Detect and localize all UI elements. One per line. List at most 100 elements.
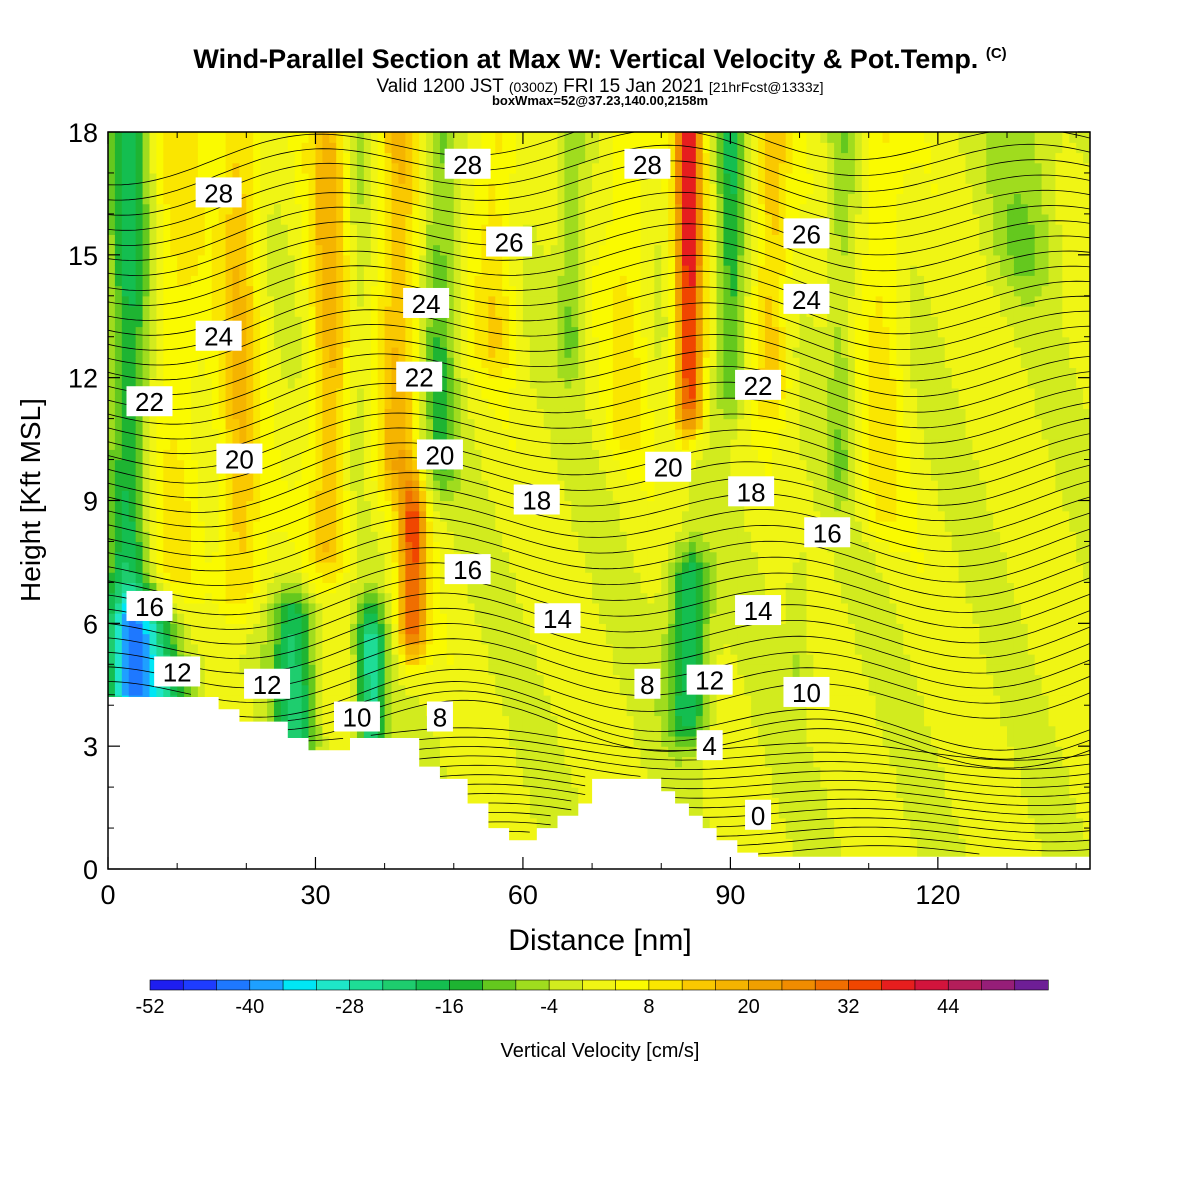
velocity-cell (522, 398, 531, 409)
velocity-cell (405, 398, 413, 409)
velocity-cell (564, 346, 572, 358)
velocity-cell (308, 367, 317, 379)
velocity-cell (439, 541, 448, 553)
velocity-cell (502, 787, 510, 798)
velocity-cell (232, 613, 240, 624)
velocity-cell (384, 183, 393, 195)
velocity-cell (267, 592, 275, 604)
velocity-cell (156, 551, 164, 563)
velocity-cell (267, 531, 275, 543)
velocity-cell (564, 408, 572, 420)
velocity-cell (578, 480, 586, 491)
velocity-cell (315, 633, 323, 645)
velocity-cell (329, 387, 337, 399)
velocity-cell (557, 336, 566, 348)
velocity-cell (412, 623, 420, 635)
velocity-cell (522, 428, 531, 440)
velocity-cell (571, 234, 579, 246)
velocity-cell (142, 531, 151, 543)
velocity-cell (322, 183, 330, 195)
velocity-cell (336, 306, 344, 317)
velocity-cell (446, 541, 455, 553)
velocity-cell (446, 387, 455, 399)
velocity-cell (585, 787, 593, 798)
velocity-cell (488, 152, 496, 164)
velocity-cell (356, 592, 365, 604)
velocity-cell (550, 377, 559, 389)
velocity-cell (516, 664, 524, 676)
velocity-cell (114, 162, 123, 174)
velocity-cell (177, 500, 185, 512)
velocity-cell (163, 551, 171, 563)
velocity-cell (301, 582, 310, 594)
velocity-cell (529, 694, 538, 706)
velocity-cell (488, 265, 496, 276)
velocity-cell (356, 408, 365, 420)
velocity-cell (336, 623, 344, 635)
velocity-cell (488, 469, 496, 481)
velocity-cell (502, 326, 510, 338)
velocity-cell (377, 694, 386, 706)
velocity-cell (204, 367, 213, 379)
velocity-cell (142, 132, 151, 143)
velocity-cell (474, 142, 483, 154)
velocity-cell (495, 561, 503, 573)
velocity-cell (128, 377, 137, 389)
velocity-cell (142, 449, 151, 461)
velocity-cell (149, 244, 158, 256)
velocity-cell (550, 439, 559, 450)
velocity-cell (356, 193, 365, 205)
velocity-cell (460, 643, 469, 655)
velocity-cell (343, 398, 351, 409)
velocity-cell (356, 561, 365, 573)
velocity-cell (377, 490, 386, 502)
velocity-cell (301, 449, 310, 461)
velocity-cell (197, 684, 206, 696)
velocity-cell (128, 643, 137, 655)
velocity-cell (543, 735, 552, 747)
velocity-cell (370, 367, 379, 379)
velocity-cell (246, 203, 254, 215)
velocity-cell (488, 613, 496, 624)
velocity-cell (135, 275, 144, 287)
velocity-cell (391, 316, 400, 328)
velocity-cell (149, 510, 158, 522)
velocity-cell (114, 500, 123, 512)
velocity-cell (433, 275, 441, 287)
velocity-cell (370, 633, 379, 645)
velocity-cell (294, 664, 303, 676)
velocity-cell (197, 377, 206, 389)
velocity-cell (564, 244, 572, 256)
velocity-cell (294, 582, 303, 594)
velocity-cell (170, 387, 178, 399)
velocity-cell (232, 654, 240, 665)
velocity-cell (329, 510, 337, 522)
velocity-cell (488, 490, 496, 502)
velocity-cell (246, 541, 254, 553)
velocity-cell (509, 623, 517, 635)
velocity-cell (356, 531, 365, 543)
velocity-cell (253, 428, 261, 440)
velocity-cell (156, 346, 164, 358)
velocity-cell (536, 817, 545, 829)
velocity-cell (446, 142, 455, 154)
velocity-cell (336, 254, 344, 266)
velocity-cell (391, 213, 400, 225)
velocity-cell (177, 531, 185, 543)
velocity-cell (460, 367, 469, 379)
velocity-cell (156, 183, 164, 195)
velocity-cell (322, 664, 330, 676)
velocity-cell (509, 162, 517, 174)
velocity-cell (550, 520, 559, 532)
velocity-cell (557, 387, 566, 399)
velocity-cell (190, 490, 199, 502)
velocity-cell (239, 654, 247, 665)
velocity-cell (481, 346, 489, 358)
velocity-cell (190, 531, 199, 543)
velocity-cell (536, 398, 545, 409)
velocity-cell (280, 254, 289, 266)
velocity-cell (336, 551, 344, 563)
velocity-cell (412, 654, 420, 665)
velocity-cell (184, 234, 192, 246)
velocity-cell (197, 275, 206, 287)
